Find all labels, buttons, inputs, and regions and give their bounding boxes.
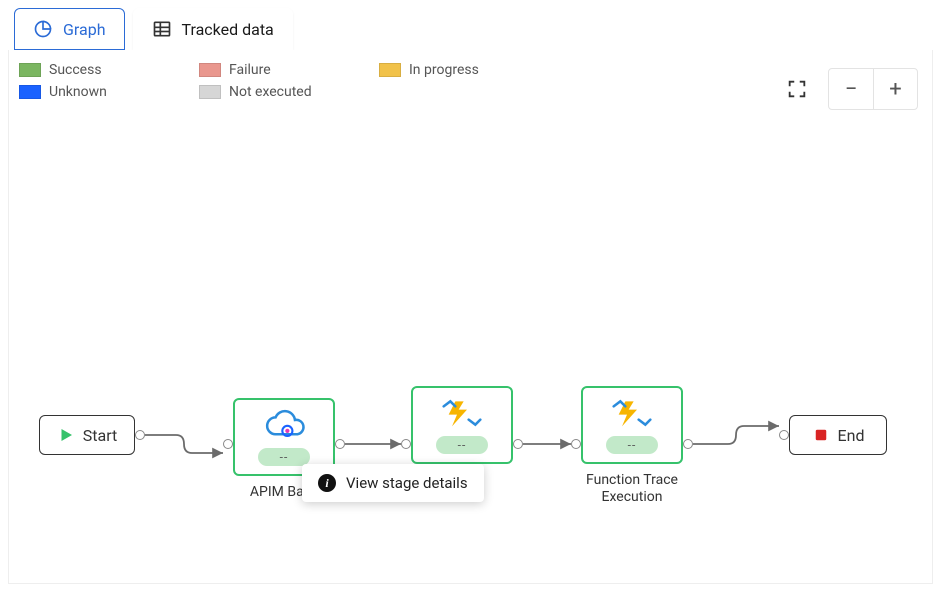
- tab-graph[interactable]: Graph: [14, 8, 125, 50]
- end-label: End: [838, 426, 865, 445]
- tooltip-text: View stage details: [346, 474, 468, 492]
- node-port[interactable]: [513, 439, 523, 449]
- play-icon: [57, 426, 75, 444]
- status-pill: --: [436, 436, 488, 454]
- status-pill: --: [258, 448, 310, 466]
- bolt-icon: [612, 396, 652, 430]
- node-port[interactable]: [223, 439, 233, 449]
- tab-tracked-data-label: Tracked data: [182, 20, 274, 39]
- node-port[interactable]: [335, 439, 345, 449]
- tabs-bar: Graph Tracked data: [0, 0, 941, 50]
- graph-panel: Success Failure In progress Unknown Not …: [8, 50, 933, 584]
- stop-icon: [812, 426, 830, 444]
- node-port[interactable]: [779, 430, 789, 440]
- node-port[interactable]: [571, 439, 581, 449]
- table-icon: [152, 19, 172, 39]
- stage-node-stage3[interactable]: -- Function Trace Execution: [581, 386, 683, 464]
- start-node[interactable]: Start: [39, 415, 135, 455]
- stage-node-stage2[interactable]: --: [411, 386, 513, 464]
- tab-tracked-data[interactable]: Tracked data: [133, 8, 293, 50]
- stage-tooltip[interactable]: i View stage details: [302, 464, 484, 502]
- tab-graph-label: Graph: [63, 20, 106, 39]
- stage-label: Function Trace Execution: [562, 472, 702, 506]
- node-port[interactable]: [683, 439, 693, 449]
- node-port[interactable]: [135, 430, 145, 440]
- node-port[interactable]: [401, 439, 411, 449]
- cloud-icon: [262, 408, 306, 442]
- info-icon: i: [318, 474, 336, 492]
- status-pill: --: [606, 436, 658, 454]
- pie-chart-icon: [33, 19, 53, 39]
- start-label: Start: [83, 426, 117, 445]
- end-node[interactable]: End: [789, 415, 887, 455]
- bolt-icon: [442, 396, 482, 430]
- graph-canvas[interactable]: Start -- APIM Back -- -- Function Trace …: [9, 50, 932, 583]
